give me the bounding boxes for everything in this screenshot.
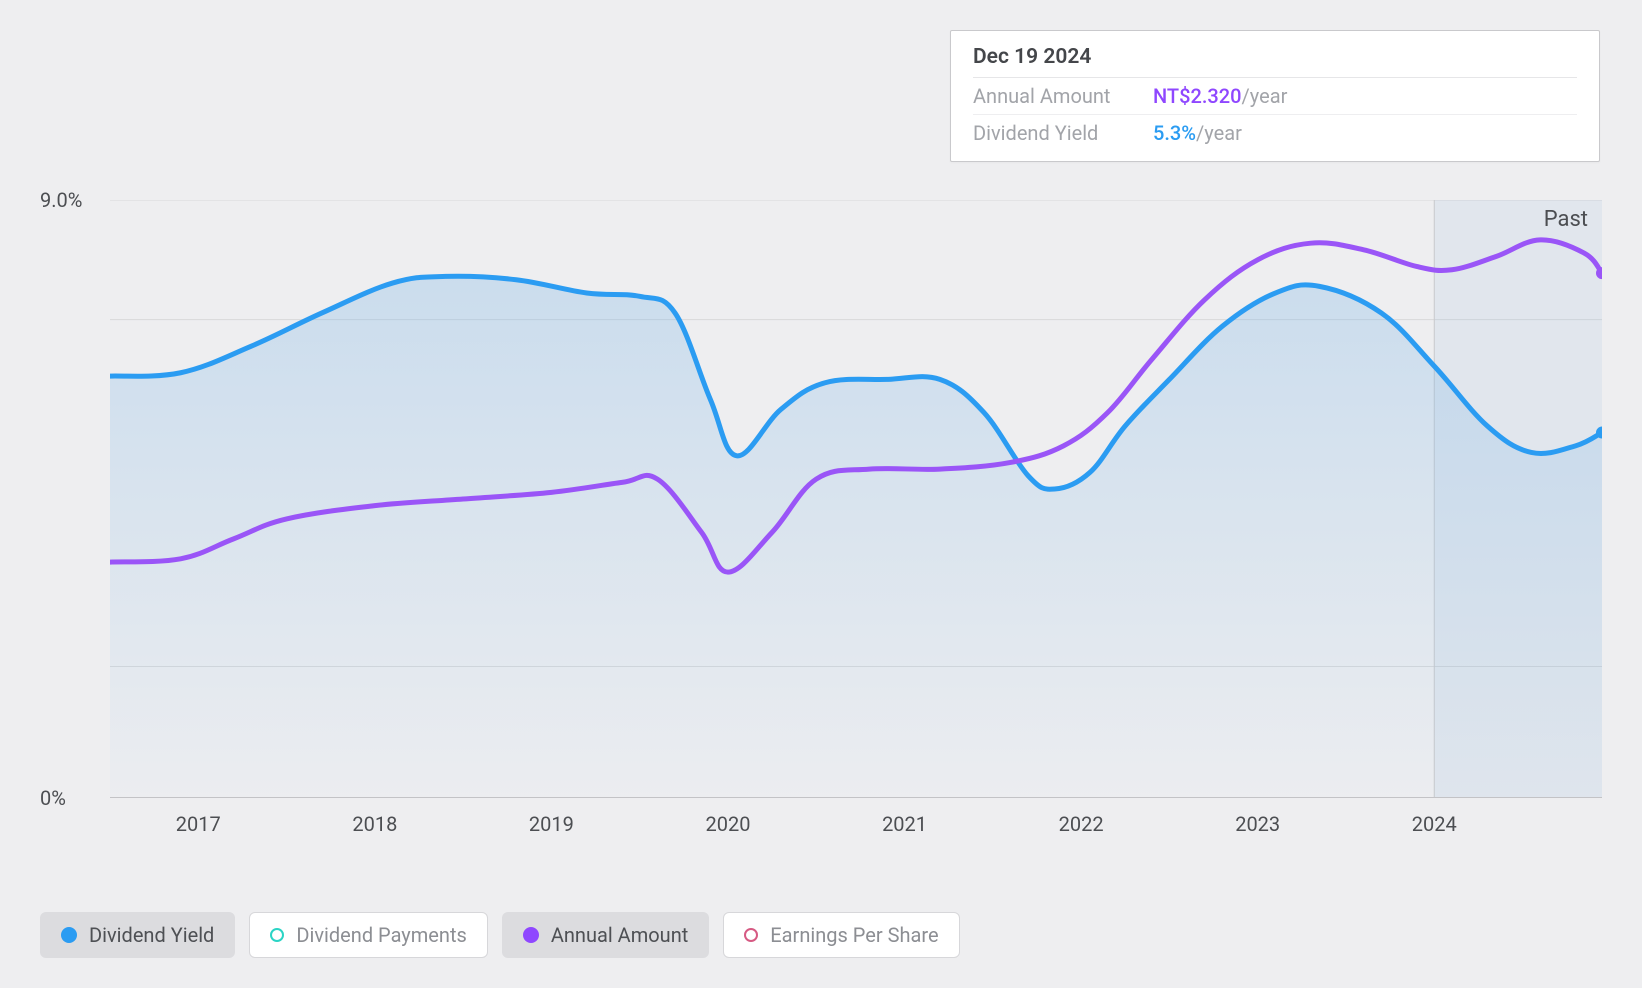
legend-item[interactable]: Annual Amount — [502, 912, 709, 958]
x-axis-tick-label: 2017 — [176, 812, 221, 836]
legend-label: Dividend Yield — [89, 923, 214, 947]
x-axis-tick-label: 2021 — [882, 812, 927, 836]
tooltip-row-yield: Dividend Yield 5.3%/year — [973, 115, 1577, 151]
x-axis-tick-label: 2023 — [1235, 812, 1280, 836]
x-axis-tick-label: 2024 — [1412, 812, 1457, 836]
x-axis-tick-label: 2020 — [706, 812, 751, 836]
hover-tooltip: Dec 19 2024 Annual Amount NT$2.320/year … — [950, 30, 1600, 162]
x-axis-tick-label: 2018 — [352, 812, 397, 836]
x-axis-tick-label: 2022 — [1059, 812, 1104, 836]
legend-item[interactable]: Dividend Payments — [249, 912, 487, 958]
x-axis-tick-label: 2019 — [529, 812, 574, 836]
legend-swatch-icon — [523, 927, 539, 943]
chart-region: Past 0% 9.0% 2017 2018 2019 2020 2021 2022 2023… — [40, 170, 1602, 858]
legend-item[interactable]: Earnings Per Share — [723, 912, 959, 958]
legend-swatch-icon — [744, 928, 758, 942]
tooltip-date: Dec 19 2024 — [973, 45, 1577, 78]
tooltip-value: 5.3% — [1153, 121, 1196, 145]
legend-label: Annual Amount — [551, 923, 688, 947]
y-axis-tick-label: 9.0% — [40, 188, 82, 212]
legend-swatch-icon — [61, 927, 77, 943]
y-axis-tick-label: 0% — [40, 786, 66, 810]
legend-swatch-icon — [270, 928, 284, 942]
legend: Dividend Yield Dividend Payments Annual Am… — [40, 912, 960, 958]
tooltip-value: NT$2.320 — [1153, 84, 1242, 108]
tooltip-unit: /year — [1196, 121, 1242, 145]
tooltip-label: Dividend Yield — [973, 121, 1153, 145]
legend-item[interactable]: Dividend Yield — [40, 912, 235, 958]
plot-area[interactable]: Past — [110, 200, 1602, 798]
svg-text:Past: Past — [1544, 207, 1588, 232]
tooltip-row-amount: Annual Amount NT$2.320/year — [973, 78, 1577, 115]
tooltip-unit: /year — [1242, 84, 1288, 108]
tooltip-label: Annual Amount — [973, 84, 1153, 108]
legend-label: Dividend Payments — [296, 923, 466, 947]
legend-label: Earnings Per Share — [770, 923, 938, 947]
chart-card: Dec 19 2024 Annual Amount NT$2.320/year … — [0, 0, 1642, 988]
